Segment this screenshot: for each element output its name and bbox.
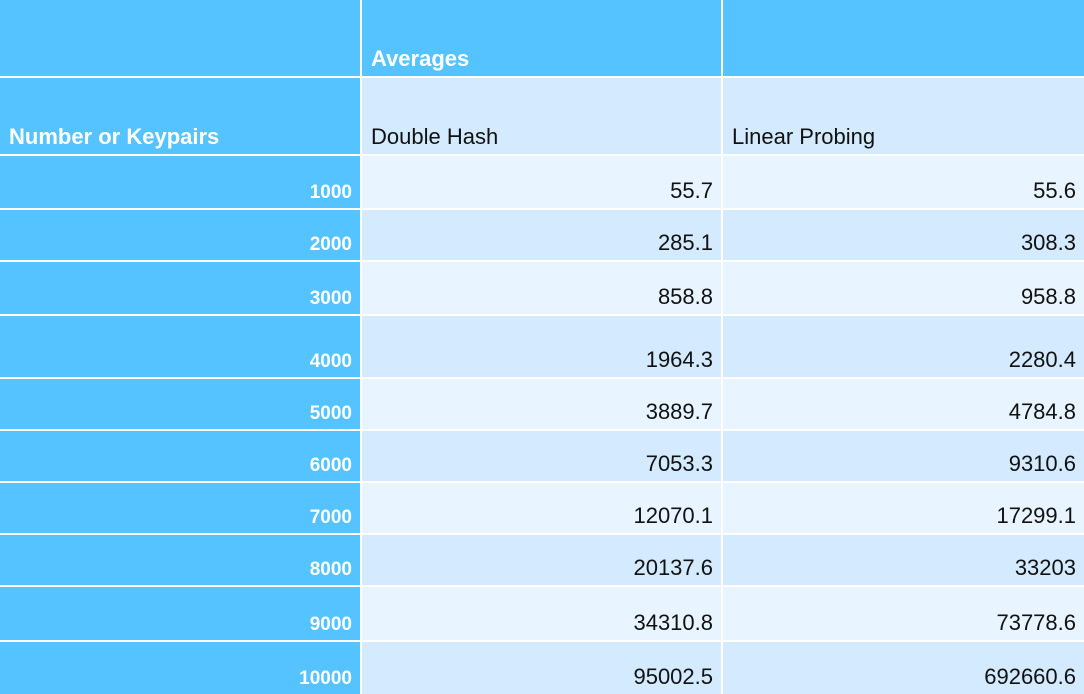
keypairs-cell: 3000 bbox=[0, 262, 360, 314]
linear-probing-cell: 308.3 bbox=[723, 210, 1084, 260]
keypairs-cell-text: 10000 bbox=[299, 668, 352, 689]
double-hash-cell-text: 7053.3 bbox=[645, 451, 713, 476]
keypairs-cell-text: 5000 bbox=[309, 403, 352, 424]
keypairs-cell: 9000 bbox=[0, 587, 360, 640]
keypairs-cell-text: 7000 bbox=[309, 507, 352, 528]
keypairs-cell: 7000 bbox=[0, 483, 360, 533]
keypairs-cell: 8000 bbox=[0, 535, 360, 585]
double-hash-cell-text: 95002.5 bbox=[633, 664, 713, 689]
linear-probing-cell: 9310.6 bbox=[723, 431, 1084, 481]
double-hash-cell-text: 3889.7 bbox=[645, 399, 713, 424]
linear-probing-cell-text: 308.3 bbox=[1020, 230, 1076, 255]
linear-probing-cell-text: 17299.1 bbox=[996, 503, 1076, 528]
double-hash-cell: 1964.3 bbox=[362, 316, 721, 377]
double-hash-cell-text: 34310.8 bbox=[633, 610, 713, 635]
double-hash-cell-text: 55.7 bbox=[670, 178, 713, 203]
header-blank-cell bbox=[723, 0, 1084, 76]
header-averages-text: Averages bbox=[371, 46, 470, 71]
header-number-of-keypairs: Number or Keypairs bbox=[0, 78, 360, 154]
linear-probing-cell-text: 958.8 bbox=[1020, 284, 1076, 309]
double-hash-cell-text: 20137.6 bbox=[633, 555, 713, 580]
linear-probing-cell: 958.8 bbox=[723, 262, 1084, 314]
double-hash-cell: 858.8 bbox=[362, 262, 721, 314]
double-hash-cell-text: 858.8 bbox=[657, 284, 713, 309]
keypairs-cell-text: 1000 bbox=[309, 182, 352, 203]
header-number-of-keypairs-text: Number or Keypairs bbox=[9, 124, 220, 149]
header-linear-probing: Linear Probing bbox=[723, 78, 1084, 154]
keypairs-cell: 10000 bbox=[0, 642, 360, 694]
double-hash-cell: 12070.1 bbox=[362, 483, 721, 533]
linear-probing-cell: 2280.4 bbox=[723, 316, 1084, 377]
header-double-hash-text: Double Hash bbox=[371, 124, 499, 149]
keypairs-cell: 4000 bbox=[0, 316, 360, 377]
double-hash-cell-text: 1964.3 bbox=[645, 347, 713, 372]
header-double-hash: Double Hash bbox=[362, 78, 721, 154]
linear-probing-cell: 73778.6 bbox=[723, 587, 1084, 640]
linear-probing-cell-text: 55.6 bbox=[1033, 178, 1076, 203]
keypairs-cell-text: 4000 bbox=[309, 351, 352, 372]
linear-probing-cell: 17299.1 bbox=[723, 483, 1084, 533]
header-averages: Averages bbox=[362, 0, 721, 76]
linear-probing-cell: 33203 bbox=[723, 535, 1084, 585]
linear-probing-cell-text: 33203 bbox=[1014, 555, 1076, 580]
keypairs-cell-text: 8000 bbox=[309, 559, 352, 580]
linear-probing-cell-text: 4784.8 bbox=[1008, 399, 1076, 424]
linear-probing-cell: 55.6 bbox=[723, 156, 1084, 208]
linear-probing-cell-text: 73778.6 bbox=[996, 610, 1076, 635]
double-hash-cell: 55.7 bbox=[362, 156, 721, 208]
double-hash-cell-text: 12070.1 bbox=[633, 503, 713, 528]
double-hash-cell: 95002.5 bbox=[362, 642, 721, 694]
header-linear-probing-text: Linear Probing bbox=[732, 124, 876, 149]
keypairs-cell: 2000 bbox=[0, 210, 360, 260]
double-hash-cell: 20137.6 bbox=[362, 535, 721, 585]
linear-probing-cell-text: 692660.6 bbox=[984, 664, 1076, 689]
double-hash-cell: 7053.3 bbox=[362, 431, 721, 481]
double-hash-cell-text: 285.1 bbox=[657, 230, 713, 255]
linear-probing-cell: 692660.6 bbox=[723, 642, 1084, 694]
keypairs-cell: 6000 bbox=[0, 431, 360, 481]
keypairs-cell-text: 6000 bbox=[309, 455, 352, 476]
keypairs-cell: 5000 bbox=[0, 379, 360, 429]
header-corner-cell bbox=[0, 0, 360, 76]
double-hash-cell: 3889.7 bbox=[362, 379, 721, 429]
keypairs-cell: 1000 bbox=[0, 156, 360, 208]
linear-probing-cell: 4784.8 bbox=[723, 379, 1084, 429]
linear-probing-cell-text: 2280.4 bbox=[1008, 347, 1076, 372]
keypairs-cell-text: 3000 bbox=[309, 288, 352, 309]
linear-probing-cell-text: 9310.6 bbox=[1008, 451, 1076, 476]
double-hash-cell: 285.1 bbox=[362, 210, 721, 260]
keypairs-cell-text: 2000 bbox=[309, 234, 352, 255]
double-hash-cell: 34310.8 bbox=[362, 587, 721, 640]
keypairs-cell-text: 9000 bbox=[309, 614, 352, 635]
